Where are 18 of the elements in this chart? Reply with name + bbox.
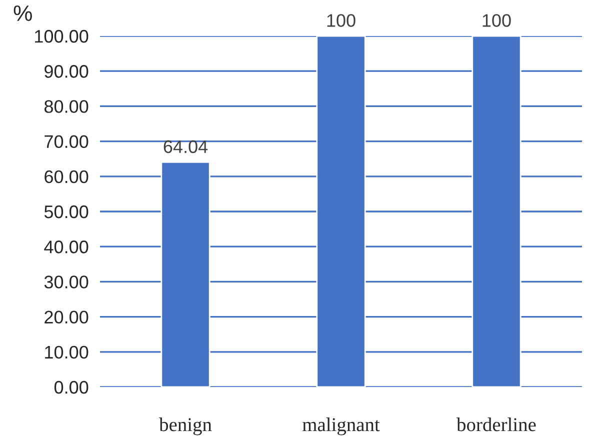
data-label: 100 <box>327 14 356 27</box>
y-tick-label: 10.00 <box>45 346 88 359</box>
data-label: 100 <box>482 14 511 27</box>
y-tick-label: 40.00 <box>44 240 88 254</box>
x-tick-label: benign <box>159 418 212 436</box>
y-tick-label: 100.00 <box>35 30 88 43</box>
x-tick-label: malignant <box>302 418 380 436</box>
y-tick-label: 50.00 <box>44 205 88 218</box>
y-tick-label: 20.00 <box>44 310 88 324</box>
y-tick-label: 90.00 <box>44 65 88 78</box>
data-label: 64.04 <box>164 140 208 154</box>
y-tick-label: 30.00 <box>44 276 88 288</box>
y-axis-title: % <box>14 5 32 21</box>
y-tick-label: 80.00 <box>44 100 88 113</box>
y-tick-label: 70.00 <box>44 135 88 148</box>
x-tick-label: borderline <box>456 418 536 432</box>
y-tick-label: 0.00 <box>54 380 88 394</box>
y-tick-label: 60.00 <box>44 170 88 184</box>
